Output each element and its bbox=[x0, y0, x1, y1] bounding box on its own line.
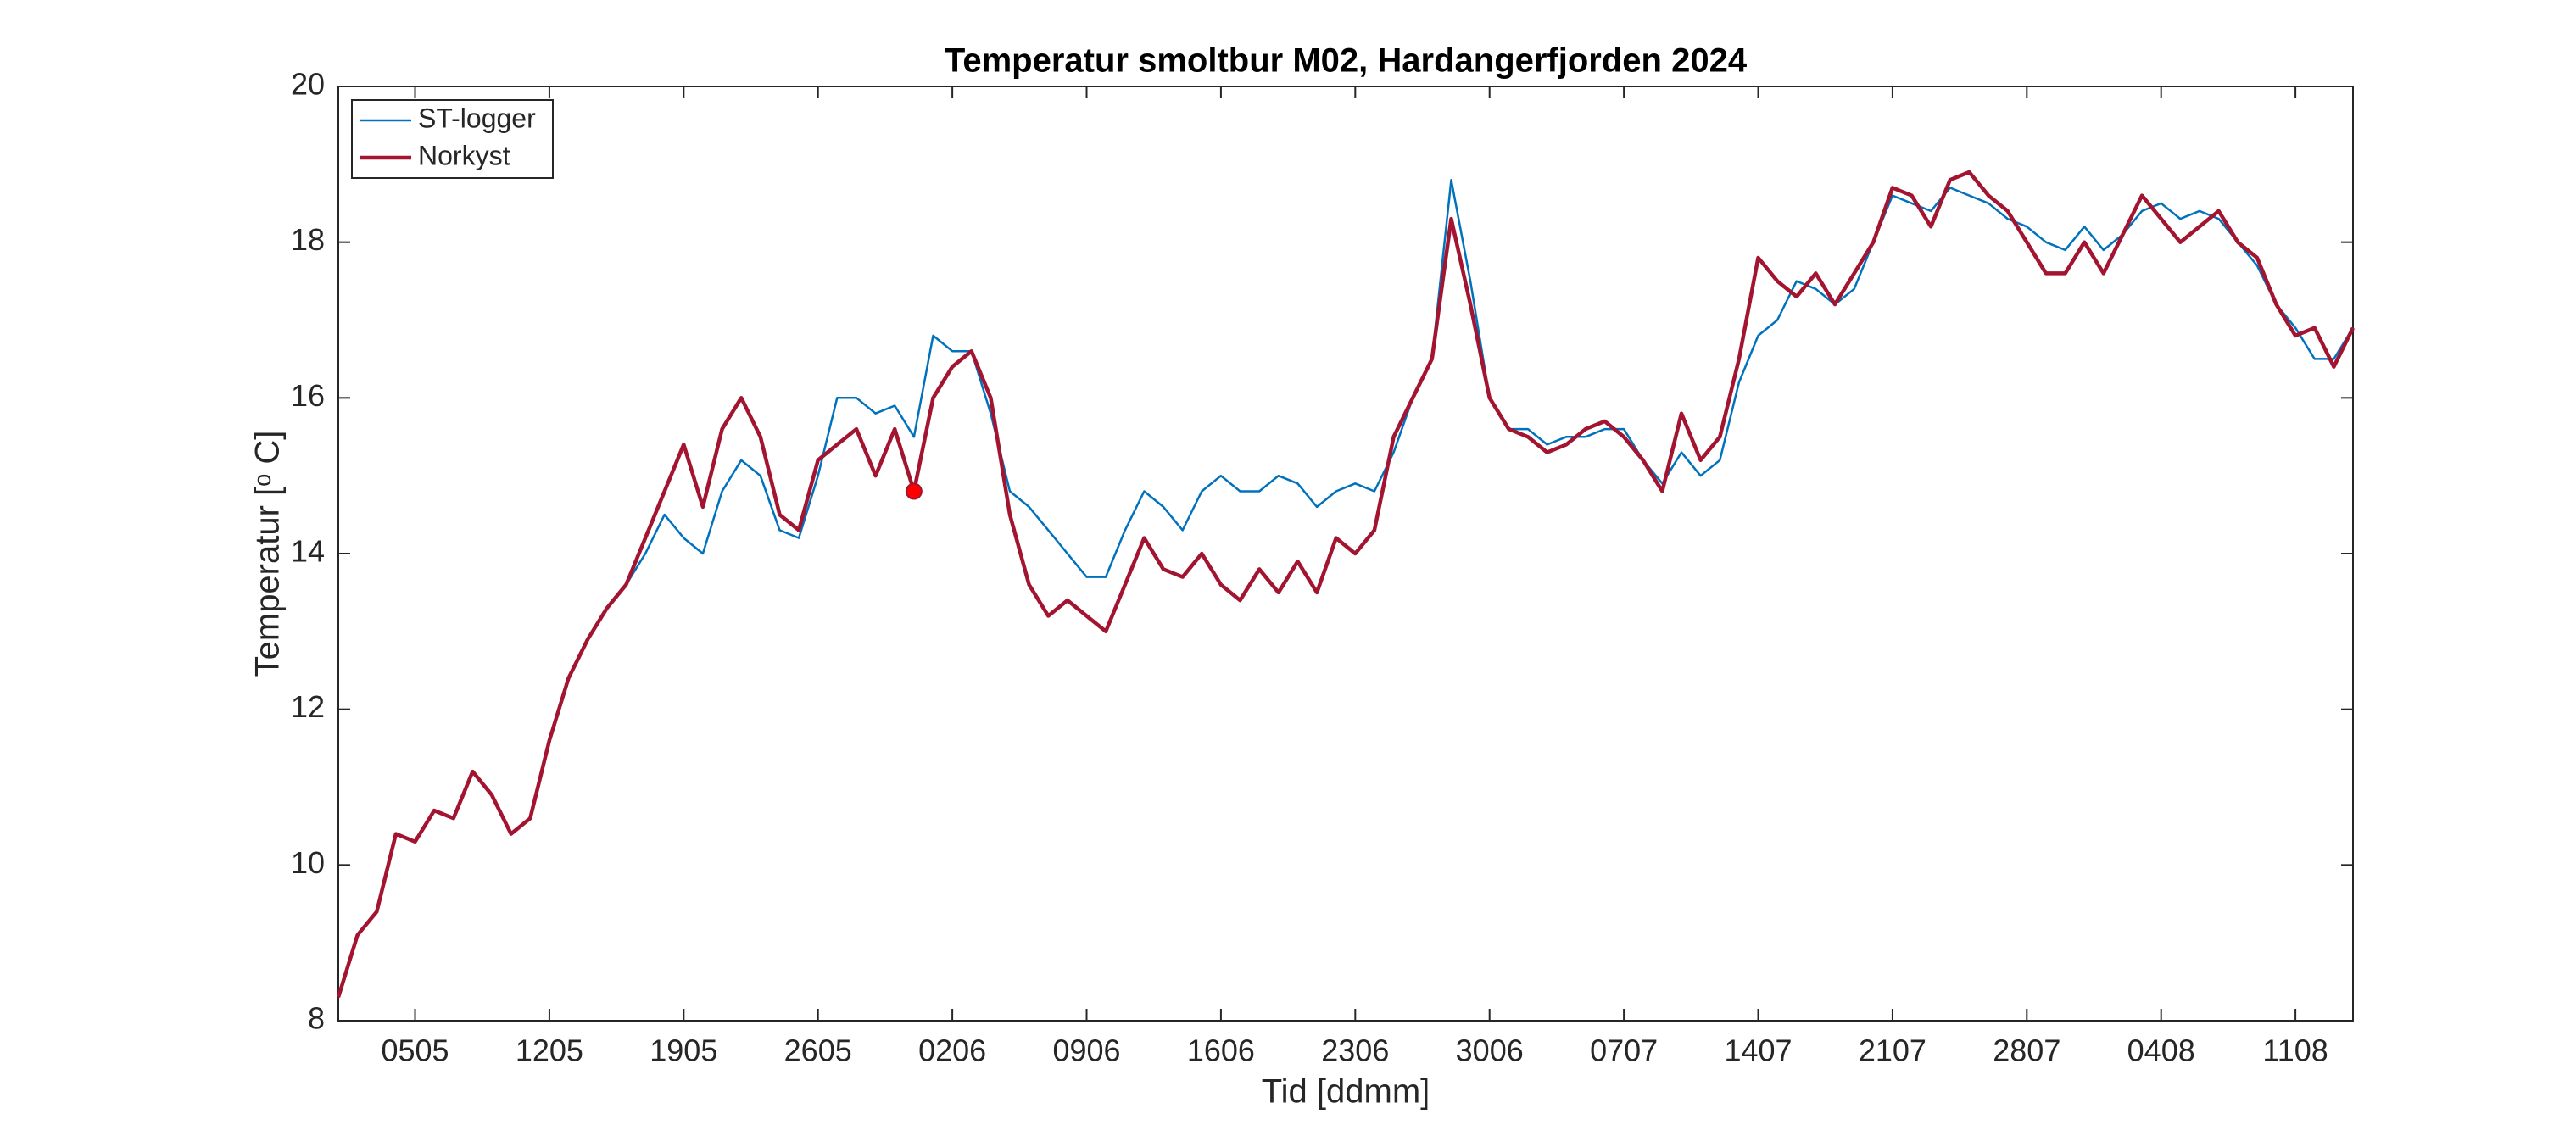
legend-label: Norkyst bbox=[418, 140, 510, 170]
chart-title: Temperatur smoltbur M02, Hardangerfjorde… bbox=[945, 42, 1748, 80]
x-tick-label: 1905 bbox=[650, 1033, 717, 1068]
marker-point bbox=[905, 482, 923, 500]
legend-label: ST-logger bbox=[418, 103, 536, 133]
x-tick-label: 1205 bbox=[516, 1033, 583, 1068]
series-line bbox=[336, 170, 2356, 999]
x-tick-label: 0408 bbox=[2127, 1033, 2195, 1068]
x-tick-label: 1606 bbox=[1187, 1033, 1255, 1068]
y-tick-label: 12 bbox=[291, 689, 325, 724]
x-tick-label: 1108 bbox=[2262, 1033, 2328, 1068]
x-tick-label: 0906 bbox=[1052, 1033, 1120, 1068]
x-axis-label: Tid [ddmm] bbox=[1262, 1073, 1430, 1111]
y-tick-label: 14 bbox=[291, 534, 325, 569]
x-tick-label: 0707 bbox=[1590, 1033, 1658, 1068]
y-tick-label: 16 bbox=[291, 378, 325, 413]
x-tick-label: 2807 bbox=[1993, 1033, 2060, 1068]
y-tick-label: 18 bbox=[291, 222, 325, 257]
legend-box bbox=[351, 99, 554, 179]
x-tick-label: 3006 bbox=[1456, 1033, 1524, 1068]
x-tick-label: 1407 bbox=[1724, 1033, 1792, 1068]
x-tick-label: 0505 bbox=[381, 1033, 449, 1068]
x-tick-label: 2605 bbox=[784, 1033, 852, 1068]
x-tick-label: 2306 bbox=[1321, 1033, 1389, 1068]
y-tick-label: 8 bbox=[308, 1001, 325, 1036]
y-tick-label: 10 bbox=[291, 845, 325, 880]
x-tick-label: 2107 bbox=[1859, 1033, 1926, 1068]
plot-frame bbox=[337, 86, 2354, 1022]
x-tick-label: 0206 bbox=[918, 1033, 986, 1068]
y-axis-label: Temperatur [ᵒ C] bbox=[249, 431, 287, 677]
y-tick-label: 20 bbox=[291, 67, 325, 102]
